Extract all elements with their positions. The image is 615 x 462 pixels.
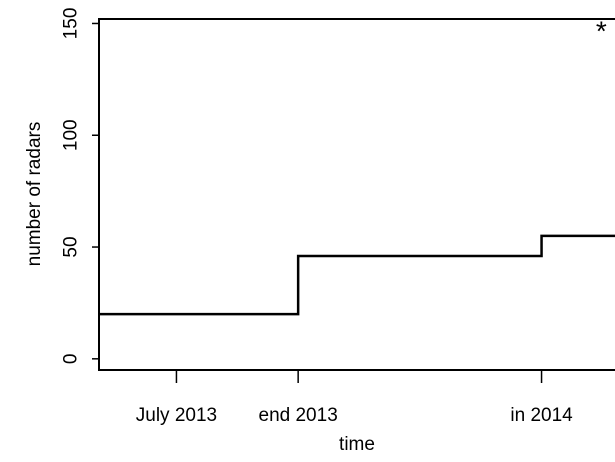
series-layer [99,234,615,316]
annotation-layer: * [596,16,607,47]
plot-frame [98,18,615,371]
y-axis-label: number of radars [24,122,45,267]
x-axis: July 2013 end 2013 in 2014 [136,370,573,426]
y-tick-label: 100 [61,119,82,151]
x-tick-label: July 2013 [136,405,217,426]
x-axis-label: time [339,434,375,455]
y-tick-label: 150 [61,8,82,40]
x-tick-label: end 2013 [259,405,338,426]
x-tick-label: in 2014 [510,405,573,426]
y-axis: 0 50 100 150 [61,8,100,364]
step-series-line [99,234,615,316]
asterisk-annotation: * [596,16,607,47]
y-tick-label: 0 [61,354,82,365]
y-tick-label: 50 [61,236,82,257]
